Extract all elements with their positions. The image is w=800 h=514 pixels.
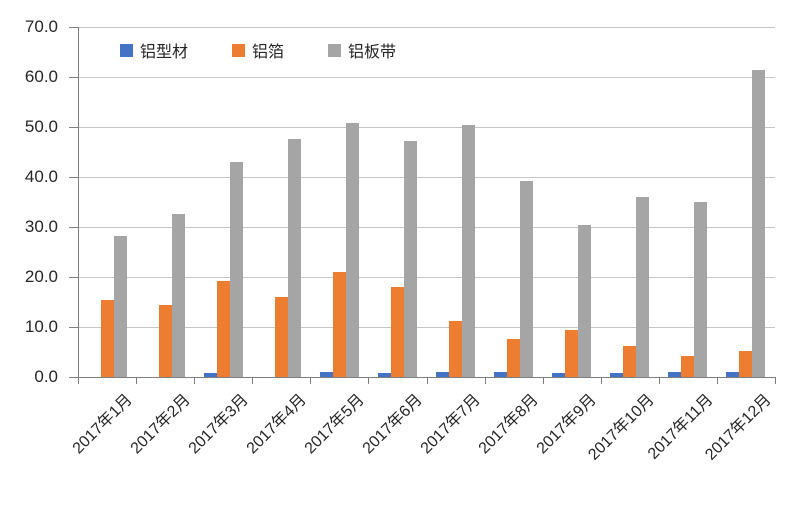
y-axis-tick — [69, 377, 78, 378]
bar-铝型材-2017年7月 — [436, 372, 450, 377]
plot-area — [78, 27, 775, 377]
bar-铝板带-2017年2月 — [171, 214, 185, 377]
bar-铝型材-2017年8月 — [494, 372, 508, 377]
legend-label: 铝板带 — [348, 44, 397, 61]
y-axis-tick — [69, 27, 78, 28]
bar-铝箔-2017年3月 — [216, 280, 230, 377]
x-axis-line — [78, 377, 776, 378]
bar-铝箔-2017年7月 — [449, 320, 463, 377]
legend: 铝型材 铝箔 铝板带 — [120, 38, 396, 62]
bar-铝板带-2017年5月 — [345, 123, 359, 377]
bar-铝板带-2017年11月 — [694, 202, 708, 377]
legend-label: 铝型材 — [140, 44, 189, 61]
gridline — [78, 277, 775, 278]
gridline — [78, 327, 775, 328]
y-axis-tick — [69, 127, 78, 128]
legend-marker-icon — [232, 43, 246, 57]
gridline — [78, 227, 775, 228]
gridline — [78, 127, 775, 128]
bar-铝板带-2017年3月 — [229, 162, 243, 377]
x-tick-label: 2017年4月 — [243, 391, 310, 458]
y-tick-label: 60.0 — [24, 67, 58, 86]
x-axis-tick — [484, 378, 486, 384]
x-axis-tick — [658, 378, 660, 384]
y-axis-line — [78, 27, 79, 378]
y-tick-label: 40.0 — [24, 167, 58, 186]
x-tick-label: 2017年3月 — [185, 391, 252, 458]
bar-铝型材-2017年11月 — [668, 372, 682, 377]
y-axis-tick — [69, 327, 78, 328]
x-axis-tick — [426, 378, 428, 384]
x-axis-tick — [310, 378, 312, 384]
bar-铝板带-2017年8月 — [520, 180, 534, 377]
y-axis-tick — [69, 177, 78, 178]
x-axis-tick — [716, 378, 718, 384]
legend-marker-icon — [120, 43, 133, 57]
y-axis-tick — [69, 77, 78, 78]
bar-铝板带-2017年9月 — [578, 224, 592, 377]
bar-铝板带-2017年7月 — [462, 124, 476, 377]
y-tick-label: 50.0 — [24, 117, 58, 136]
legend-marker-icon — [328, 43, 342, 57]
x-tick-label: 2017年6月 — [359, 391, 426, 458]
x-axis-tick — [775, 378, 776, 384]
x-axis-tick — [136, 378, 138, 384]
bar-铝板带-2017年1月 — [113, 236, 127, 377]
y-tick-label: 10.0 — [24, 317, 58, 336]
bar-铝型材-2017年10月 — [610, 373, 624, 377]
bar-铝型材-2017年12月 — [726, 372, 740, 377]
bar-铝箔-2017年6月 — [390, 286, 404, 377]
x-tick-label: 2017年8月 — [475, 391, 542, 458]
bar-铝型材-2017年3月 — [203, 372, 217, 377]
y-tick-label: 70.0 — [24, 17, 58, 36]
legend-item-lvxingcai: 铝型材 — [120, 38, 188, 62]
bar-铝箔-2017年9月 — [565, 330, 579, 377]
y-tick-label: 20.0 — [24, 267, 58, 286]
legend-item-lvbo: 铝箔 — [232, 38, 284, 62]
bar-铝板带-2017年10月 — [636, 197, 650, 377]
bar-铝型材-2017年5月 — [319, 372, 333, 377]
bar-铝箔-2017年2月 — [158, 305, 172, 377]
legend-label: 铝箔 — [252, 44, 285, 61]
x-tick-label: 2017年1月 — [69, 391, 136, 458]
gridline — [78, 77, 775, 78]
x-tick-label: 2017年2月 — [127, 391, 194, 458]
gridline — [78, 27, 775, 28]
gridline — [78, 177, 775, 178]
bar-铝箔-2017年8月 — [507, 338, 521, 377]
bar-铝板带-2017年12月 — [752, 69, 766, 377]
legend-item-lvbandai: 铝板带 — [328, 38, 396, 62]
y-axis-tick — [69, 227, 78, 228]
x-axis-tick — [368, 378, 370, 384]
x-axis-tick — [194, 378, 196, 384]
x-tick-label: 2017年7月 — [417, 391, 484, 458]
bar-铝箔-2017年12月 — [739, 350, 753, 377]
x-axis-tick — [600, 378, 602, 384]
bar-铝板带-2017年6月 — [403, 141, 417, 377]
x-axis-tick — [78, 378, 79, 384]
bar-铝板带-2017年4月 — [287, 139, 301, 377]
bar-铝箔-2017年11月 — [681, 356, 695, 377]
x-tick-label: 2017年5月 — [301, 391, 368, 458]
x-axis-tick — [542, 378, 544, 384]
bar-铝箔-2017年1月 — [100, 300, 114, 377]
bar-铝型材-2017年6月 — [377, 372, 391, 377]
x-axis-tick — [252, 378, 254, 384]
bar-铝型材-2017年9月 — [552, 373, 566, 377]
y-axis-tick — [69, 277, 78, 278]
bar-铝箔-2017年5月 — [332, 272, 346, 377]
y-tick-label: 0.0 — [34, 367, 58, 386]
y-tick-label: 30.0 — [24, 217, 58, 236]
bar-铝箔-2017年10月 — [623, 346, 637, 377]
bar-铝箔-2017年4月 — [274, 296, 288, 377]
